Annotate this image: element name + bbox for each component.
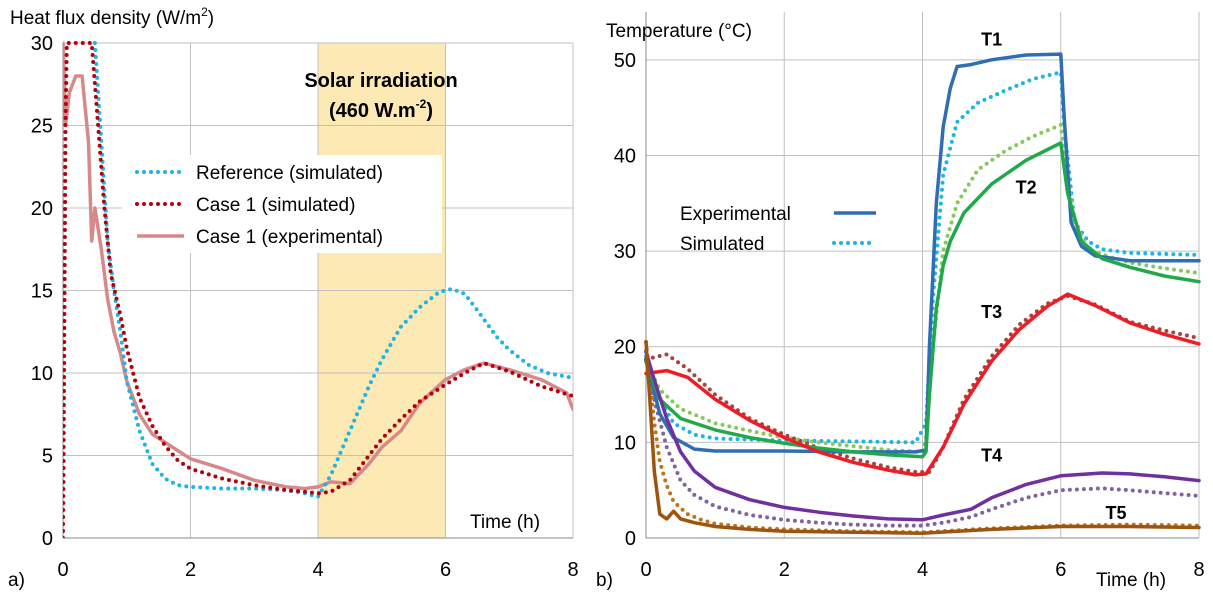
panel-a-x-tick-label: 4 [312, 559, 323, 581]
panel-a-series [63, 41, 573, 538]
panel-b-temperature-chart: 0 2 4 6 8 0 10 20 30 40 50 Temperature (°C) Time (… [596, 12, 1205, 591]
panel-b-series-label-t4: T4 [981, 445, 1002, 465]
panel-b-series-label-t2: T2 [1016, 178, 1037, 198]
panel-a-legend-label-case-1-simulated: Case 1 (simulated) [196, 195, 355, 216]
panel-b-series-t2-simulated [644, 122, 1201, 454]
panel-b-x-tick-label: 4 [917, 559, 928, 581]
panel-b-series-label-t3: T3 [981, 302, 1002, 322]
panel-a-y-tick-label: 25 [31, 116, 53, 138]
panel-b-series-t1-simulated [644, 70, 1201, 445]
panel-b-y-axis-title: Temperature (°C) [606, 21, 752, 42]
panel-b-legend-label-experimental: Experimental [680, 204, 791, 225]
panel-b-series-t4-experimental [644, 349, 1201, 522]
panel-b-y-tick-label: 40 [614, 145, 636, 167]
panel-b-y-tick-label: 50 [614, 50, 636, 72]
panel-b-x-tick-label: 6 [1055, 559, 1066, 581]
panel-a-y-axis-title: Heat flux density (W/m2) [10, 5, 214, 29]
panel-a-x-tick-label: 0 [57, 559, 68, 581]
panel-a-x-tick-label: 2 [185, 559, 196, 581]
panel-b-x-axis-title: Time (h) [1096, 570, 1166, 591]
panel-a-legend-label-case-1-experimental: Case 1 (experimental) [196, 227, 383, 248]
panel-b-y-tick-label: 10 [614, 432, 636, 454]
panel-b-label: b) [596, 570, 613, 591]
panel-b-y-tick-label: 0 [625, 528, 636, 550]
panel-b-y-tick-label: 30 [614, 241, 636, 263]
panel-a-x-axis-title: Time (h) [470, 512, 540, 533]
panel-b-y-tick-label: 20 [614, 337, 636, 359]
panel-b-series-t3-experimental [644, 292, 1201, 477]
panel-a-series-case-1-simulated [63, 41, 573, 538]
panel-b-series-t5-experimental [644, 340, 1201, 535]
panel-b-x-tick-label: 0 [640, 559, 651, 581]
panel-a-legend-label-reference-simulated: Reference (simulated) [196, 163, 383, 184]
panel-b-series [644, 52, 1201, 535]
panel-b-series-label-t1: T1 [981, 29, 1002, 49]
panel-a-x-tick-label: 8 [567, 559, 578, 581]
panel-a-gridlines: 0 2 4 6 8 0 5 10 15 20 25 30 [31, 33, 579, 581]
panel-a-y-tick-label: 20 [31, 198, 53, 220]
panel-b-x-tick-label: 2 [779, 559, 790, 581]
panel-b-gridlines: 0 2 4 6 8 0 10 20 30 40 50 [614, 12, 1205, 581]
panel-a-y-tick-label: 15 [31, 281, 53, 303]
panel-b-series-labels: T1 T2 T3 T4 T5 [981, 29, 1126, 522]
panel-a-y-tick-label: 0 [42, 528, 53, 550]
panel-b-series-t1-experimental [644, 52, 1201, 454]
panel-a-y-tick-label: 30 [31, 33, 53, 55]
panel-a-y-tick-label: 5 [42, 446, 53, 468]
panel-a-heat-flux-chart: 0 2 4 6 8 0 5 10 15 20 25 30 Heat flux density (W/m… [8, 5, 579, 591]
panel-a-legend: Reference (simulated) Case 1 (simulated) C… [122, 155, 442, 253]
panel-a-series-case-1-experimental [63, 41, 573, 491]
panel-a-x-tick-label: 6 [440, 559, 451, 581]
panel-b-series-t4-simulated [644, 349, 1201, 528]
panel-b-legend-label-simulated: Simulated [680, 234, 765, 255]
panel-a-series-reference-simulated [92, 41, 573, 499]
panel-a-y-tick-label: 10 [31, 363, 53, 385]
panel-b-series-t2-experimental [644, 141, 1201, 459]
panel-a-label: a) [8, 570, 25, 591]
panel-b-series-label-t5: T5 [1106, 503, 1127, 523]
panel-b-series-t5-simulated [644, 339, 1201, 535]
solar-irradiation-annotation-line1: Solar irradiation [304, 70, 457, 92]
solar-irradiation-annotation-line2: (460 W.m-2) [329, 97, 433, 122]
panel-b-x-tick-label: 8 [1193, 559, 1204, 581]
panel-b-legend: Experimental Simulated [680, 204, 878, 255]
